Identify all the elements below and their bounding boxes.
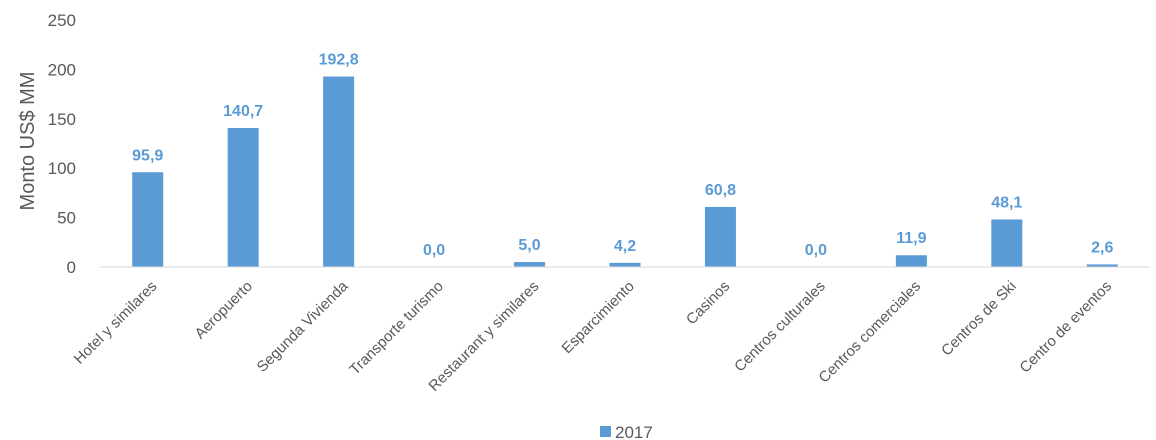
data-label: 4,2 bbox=[614, 238, 636, 255]
data-label: 0,0 bbox=[805, 242, 827, 259]
y-tick-label: 100 bbox=[48, 159, 76, 178]
bar bbox=[323, 76, 355, 267]
legend: 2017 bbox=[600, 423, 653, 440]
data-labels: 95,9 140,7 192,8 0,0 5,0 4,2 60,8 0,0 11,9 48,1 2,… bbox=[132, 52, 1113, 259]
data-label: 60,8 bbox=[705, 182, 736, 199]
category-label: Hotel y similares bbox=[71, 278, 161, 368]
category-label: Esparcimiento bbox=[559, 278, 638, 357]
bar bbox=[227, 127, 259, 267]
y-tick-label: 50 bbox=[57, 209, 76, 228]
data-label: 0,0 bbox=[423, 242, 445, 259]
category-label: Centros comerciales bbox=[815, 278, 924, 387]
category-label: Segunda Vivienda bbox=[254, 277, 352, 375]
category-label: Centros de Ski bbox=[938, 278, 1020, 360]
category-label: Aeropuerto bbox=[192, 278, 257, 343]
category-label: Restaurant y similares bbox=[425, 278, 542, 395]
bar bbox=[609, 262, 641, 267]
data-label: 192,8 bbox=[319, 52, 359, 69]
data-label: 2,6 bbox=[1091, 239, 1113, 256]
y-tick-label: 200 bbox=[48, 60, 76, 79]
data-label: 48,1 bbox=[991, 194, 1022, 211]
category-label: Centro de eventos bbox=[1016, 278, 1115, 377]
bar bbox=[132, 172, 164, 267]
y-tick-label: 0 bbox=[67, 258, 76, 277]
legend-label-2017: 2017 bbox=[615, 423, 653, 440]
legend-swatch bbox=[600, 426, 611, 437]
y-axis-ticks: 0 50 100 150 200 250 bbox=[48, 11, 76, 277]
bar bbox=[514, 262, 546, 267]
bar bbox=[704, 206, 736, 267]
category-label: Casinos bbox=[683, 278, 733, 328]
bar bbox=[895, 255, 927, 267]
y-axis-label: Monto US$ MM bbox=[17, 72, 39, 211]
data-label: 140,7 bbox=[223, 103, 263, 120]
data-label: 5,0 bbox=[518, 237, 540, 254]
data-label: 11,9 bbox=[896, 230, 926, 247]
bar bbox=[991, 219, 1023, 267]
data-label: 95,9 bbox=[132, 147, 163, 164]
y-tick-label: 250 bbox=[48, 11, 76, 30]
bar bbox=[1086, 264, 1118, 267]
category-label: Transporte turismo bbox=[346, 278, 447, 379]
category-label: Centros culturales bbox=[731, 278, 829, 376]
bars bbox=[132, 76, 1118, 267]
y-tick-label: 150 bbox=[48, 110, 76, 129]
